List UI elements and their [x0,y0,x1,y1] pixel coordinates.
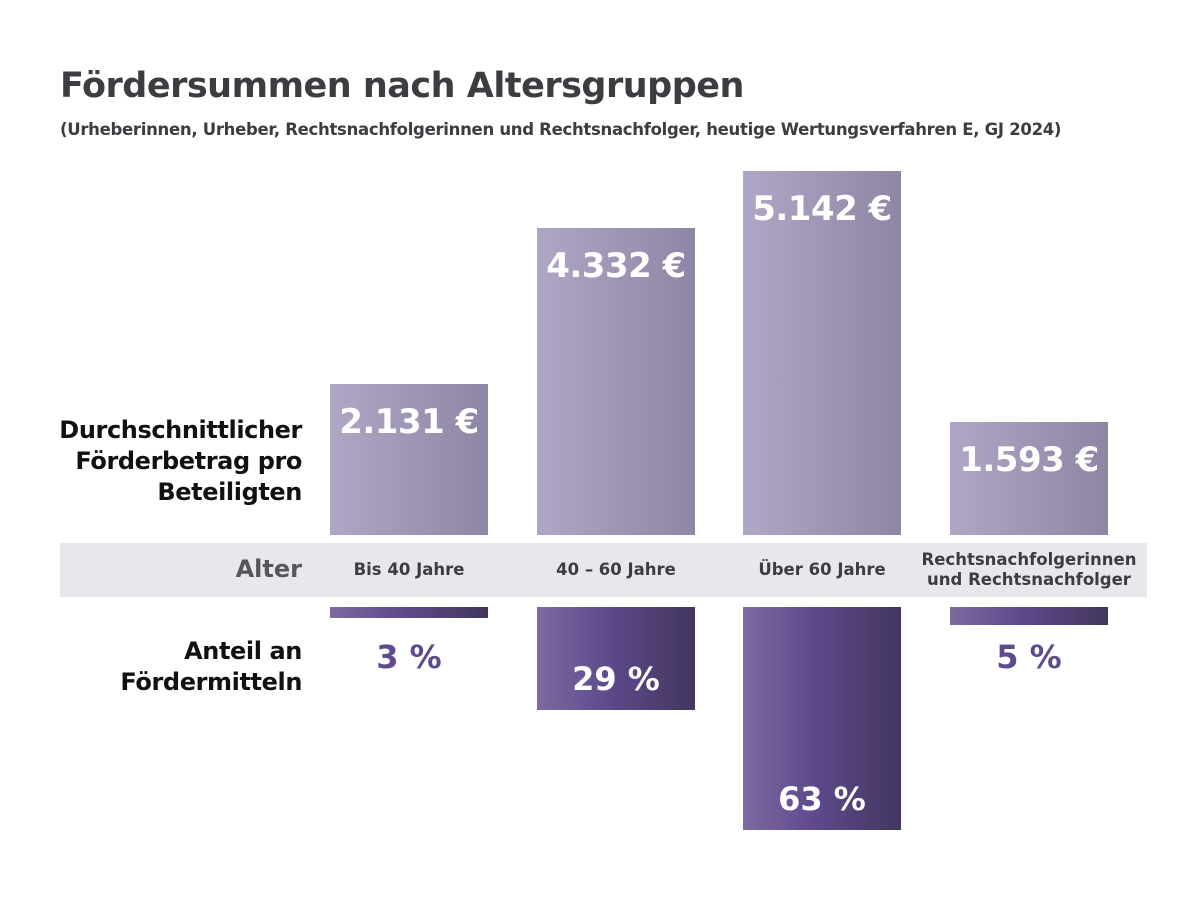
amount-label: 4.332 € [546,246,686,287]
share-bar [537,607,695,710]
category-label: 40 – 60 Jahre [556,560,676,579]
row-label-amount: Durchschnittlicher Förderbetrag pro Bete… [59,416,302,506]
share-label: 63 % [778,780,866,819]
share-label: 5 % [996,638,1062,676]
amount-bar [950,422,1108,535]
chart-title: Fördersummen nach Altersgruppen [60,66,744,106]
share-bar [950,607,1108,625]
amount-bar [537,228,695,535]
amount-label: 1.593 € [959,440,1099,481]
share-bar [743,607,901,831]
share-bar [330,607,488,618]
category-label: Rechtsnachfolgerinnen und Rechtsnachfolg… [921,550,1137,589]
category-label: Über 60 Jahre [758,560,886,579]
chart-subtitle: (Urheberinnen, Urheber, Rechtsnachfolger… [60,120,1062,139]
category-axis-label: Alter [235,555,302,583]
share-label: 3 % [376,638,442,676]
share-label: 29 % [572,659,660,698]
category-label: Bis 40 Jahre [353,560,465,579]
row-label-share: Anteil an Fördermitteln [120,637,302,696]
amount-label: 2.131 € [339,402,479,443]
amount-label: 5.142 € [752,188,892,229]
amount-bar [743,170,901,535]
category-band [60,543,1147,597]
amount-bar [330,384,488,535]
